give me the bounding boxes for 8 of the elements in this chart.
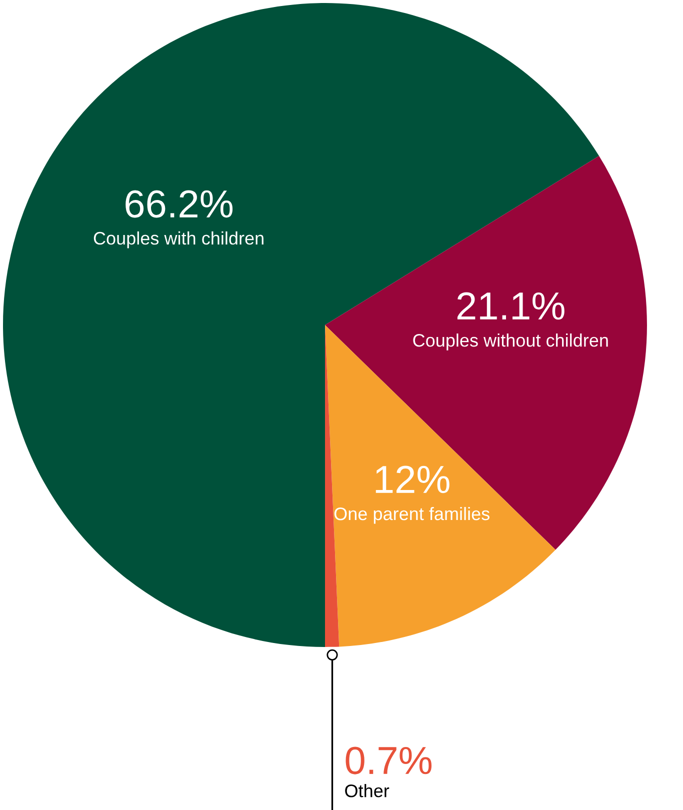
slice-label: Couples without children xyxy=(413,333,608,350)
data-label: 21.1% xyxy=(457,292,564,320)
slice-label: Couples with children xyxy=(94,231,264,248)
data-label: 0.7% xyxy=(346,746,432,774)
data-label: 66.2% xyxy=(126,190,233,218)
data-label: 12% xyxy=(376,466,450,494)
slice-label: Other xyxy=(345,784,390,798)
slice-label: One parent families xyxy=(334,506,490,524)
